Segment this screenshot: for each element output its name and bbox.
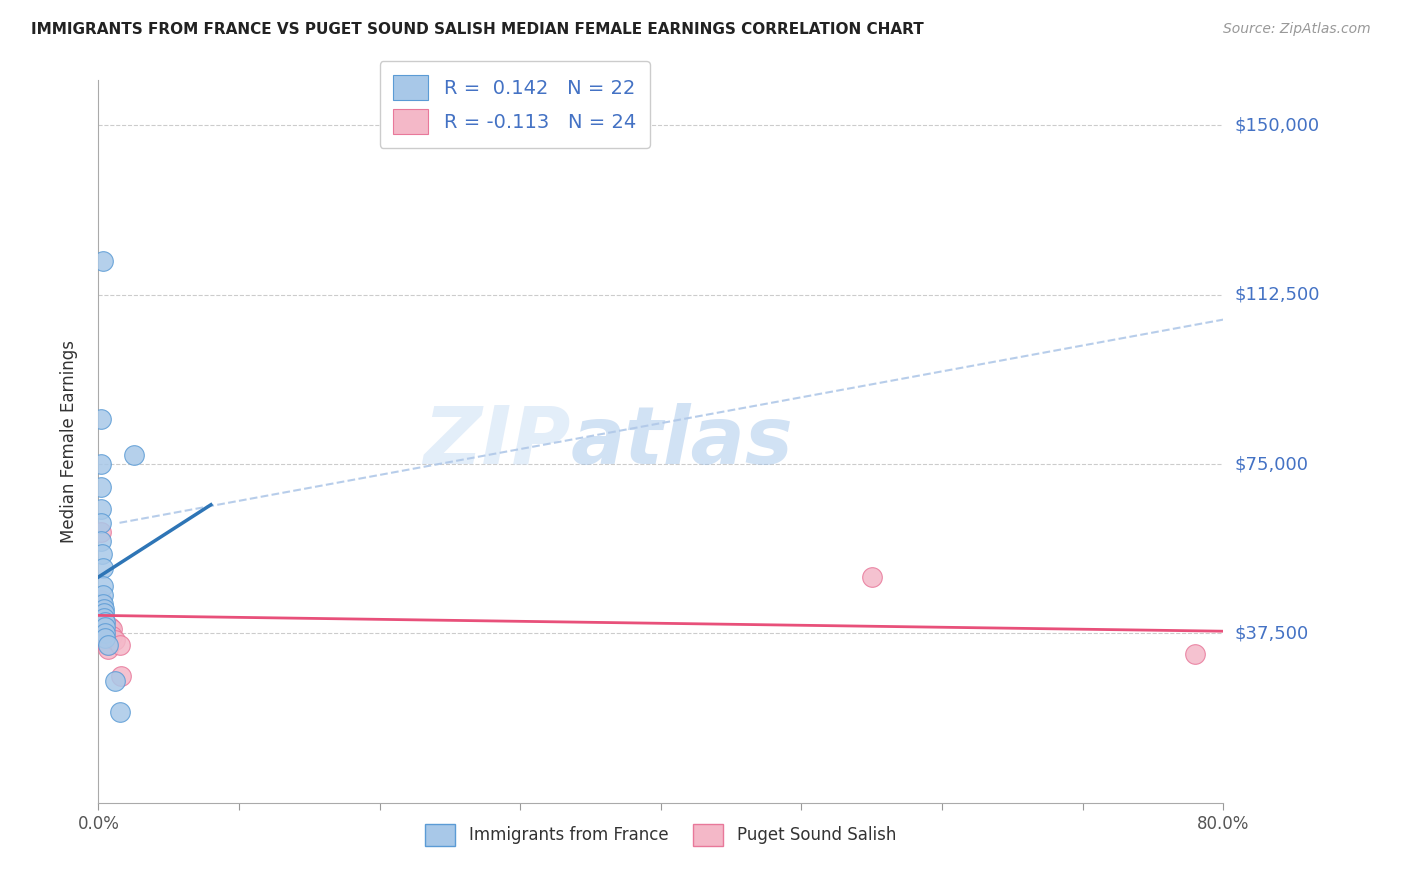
Point <box>94 620 117 634</box>
Point <box>108 638 131 652</box>
Point <box>110 669 132 683</box>
Point <box>860 570 883 584</box>
Point <box>94 631 117 645</box>
Text: IMMIGRANTS FROM FRANCE VS PUGET SOUND SALISH MEDIAN FEMALE EARNINGS CORRELATION : IMMIGRANTS FROM FRANCE VS PUGET SOUND SA… <box>31 22 924 37</box>
Point <box>93 624 115 639</box>
Point <box>90 516 112 530</box>
Point <box>91 606 114 620</box>
Point <box>108 706 131 720</box>
Point <box>91 588 114 602</box>
Point <box>91 615 114 630</box>
Point <box>1184 647 1206 661</box>
Point <box>97 638 120 652</box>
Point <box>91 561 114 575</box>
Text: $112,500: $112,500 <box>1234 285 1320 304</box>
Point <box>90 412 112 426</box>
Point <box>90 524 112 539</box>
Point <box>122 448 145 462</box>
Point <box>104 673 127 688</box>
Point <box>96 638 118 652</box>
Point <box>97 638 120 652</box>
Point <box>91 622 114 636</box>
Y-axis label: Median Female Earnings: Median Female Earnings <box>59 340 77 543</box>
Text: $150,000: $150,000 <box>1234 117 1319 135</box>
Point <box>91 620 114 634</box>
Text: atlas: atlas <box>571 402 793 481</box>
Point <box>101 622 124 636</box>
Point <box>93 606 115 620</box>
Point <box>90 502 112 516</box>
Point <box>104 633 127 648</box>
Point <box>94 633 117 648</box>
Point <box>90 480 112 494</box>
Point <box>93 626 115 640</box>
Point <box>97 642 120 657</box>
Point <box>93 610 115 624</box>
Point <box>94 635 117 649</box>
Point <box>90 601 112 615</box>
Point <box>90 592 112 607</box>
Point <box>91 579 114 593</box>
Point <box>98 620 121 634</box>
Point <box>93 629 115 643</box>
Text: Source: ZipAtlas.com: Source: ZipAtlas.com <box>1223 22 1371 37</box>
Point <box>93 615 117 630</box>
Point <box>94 631 117 645</box>
Point <box>90 533 112 548</box>
Point <box>90 548 114 562</box>
Point <box>91 597 114 611</box>
Text: $75,000: $75,000 <box>1234 455 1309 473</box>
Point <box>93 601 115 615</box>
Point <box>93 253 115 268</box>
Point <box>90 457 112 471</box>
Point <box>101 629 124 643</box>
Point <box>94 626 117 640</box>
Legend: Immigrants from France, Puget Sound Salish: Immigrants from France, Puget Sound Sali… <box>419 818 903 852</box>
Text: $37,500: $37,500 <box>1234 624 1309 642</box>
Text: ZIP: ZIP <box>423 402 571 481</box>
